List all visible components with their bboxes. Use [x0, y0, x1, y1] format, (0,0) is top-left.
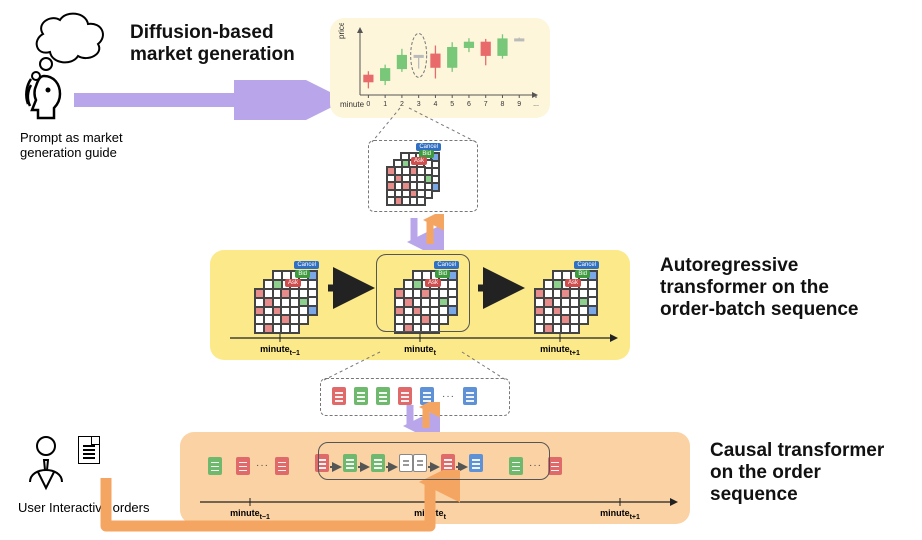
user-icon: [24, 432, 76, 494]
title-diffusion: Diffusion-based market generation: [130, 22, 330, 66]
svg-text:...: ...: [533, 101, 539, 108]
svg-text:9: 9: [517, 101, 521, 108]
user-doc-icon: [78, 436, 100, 464]
candlestick-chart: price minute0 1 2 3 4 5 6 7 8 9...: [338, 23, 542, 113]
title-autoregressive: Autoregressive transformer on the order-…: [660, 255, 880, 321]
svg-text:0: 0: [366, 101, 370, 108]
v-arrows-bot: [400, 402, 440, 432]
svg-text:7: 7: [484, 101, 488, 108]
svg-text:3: 3: [417, 101, 421, 108]
svg-text:6: 6: [467, 101, 471, 108]
prompt-arrow: [70, 80, 340, 120]
svg-text:8: 8: [501, 101, 505, 108]
svg-text:minutet+1: minutet+1: [600, 508, 640, 521]
title-causal: Causal transformer on the order sequence: [710, 440, 910, 506]
svg-text:2: 2: [400, 101, 404, 108]
svg-text:4: 4: [433, 101, 437, 108]
svg-text:1: 1: [383, 101, 387, 108]
svg-text:5: 5: [450, 101, 454, 108]
svg-text:minute: minute: [340, 100, 365, 109]
head-icon: [24, 70, 70, 128]
prompt-caption: Prompt as market generation guide: [20, 130, 170, 160]
svg-text:price: price: [338, 23, 346, 39]
user-arrow: [100, 470, 460, 540]
